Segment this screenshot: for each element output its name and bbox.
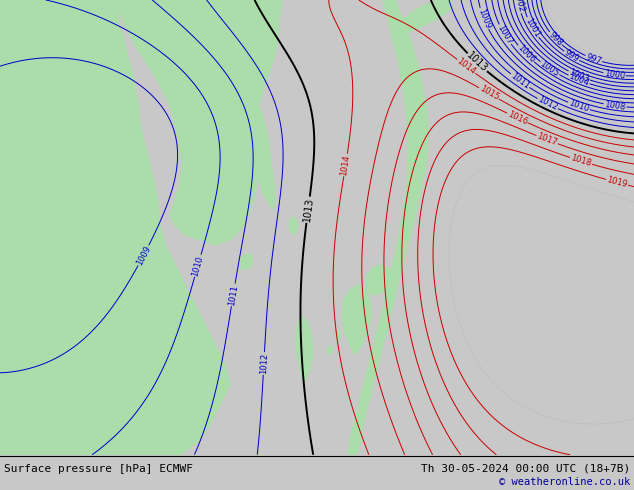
Text: 1010: 1010: [191, 254, 205, 277]
Polygon shape: [342, 315, 348, 325]
Text: 1006: 1006: [515, 43, 536, 65]
Text: Surface pressure [hPa] ECMWF: Surface pressure [hPa] ECMWF: [4, 464, 193, 474]
Text: 1005: 1005: [538, 59, 561, 78]
Text: 1013: 1013: [302, 197, 314, 222]
Polygon shape: [342, 285, 372, 355]
Polygon shape: [327, 345, 333, 355]
Text: 1007: 1007: [495, 23, 514, 46]
Text: 1009: 1009: [134, 244, 152, 267]
Text: 1014: 1014: [340, 154, 352, 176]
Polygon shape: [400, 0, 452, 35]
Text: 1018: 1018: [569, 153, 592, 169]
Polygon shape: [296, 317, 313, 380]
Text: 1003: 1003: [567, 68, 590, 84]
Text: 1001: 1001: [523, 16, 541, 39]
Polygon shape: [366, 265, 394, 295]
Text: 998: 998: [547, 30, 564, 48]
Text: 1009: 1009: [476, 7, 492, 30]
Text: 1013: 1013: [465, 50, 489, 74]
Text: © weatheronline.co.uk: © weatheronline.co.uk: [499, 477, 630, 487]
Text: 1016: 1016: [506, 109, 529, 126]
Text: 1010: 1010: [567, 98, 590, 114]
Text: 1008: 1008: [604, 100, 626, 112]
Text: 1000: 1000: [604, 69, 626, 81]
Text: 1019: 1019: [605, 175, 628, 190]
Text: 999: 999: [562, 48, 581, 64]
Text: 1011: 1011: [509, 71, 531, 91]
Polygon shape: [348, 0, 428, 455]
Polygon shape: [289, 217, 298, 235]
Text: 1015: 1015: [477, 84, 500, 102]
Text: 1014: 1014: [455, 56, 477, 76]
Text: 1002: 1002: [512, 0, 525, 13]
Text: 1012: 1012: [259, 353, 269, 374]
Polygon shape: [335, 330, 341, 340]
Polygon shape: [252, 105, 275, 210]
Text: Th 30-05-2024 00:00 UTC (18+7B): Th 30-05-2024 00:00 UTC (18+7B): [421, 464, 630, 474]
Polygon shape: [347, 302, 353, 312]
Text: 1017: 1017: [536, 132, 559, 147]
Text: 997: 997: [585, 52, 603, 66]
Polygon shape: [240, 254, 253, 270]
Text: 1004: 1004: [567, 72, 590, 88]
Polygon shape: [0, 0, 282, 245]
Polygon shape: [0, 0, 230, 455]
Text: 1012: 1012: [536, 95, 559, 113]
Text: 1011: 1011: [227, 284, 240, 306]
